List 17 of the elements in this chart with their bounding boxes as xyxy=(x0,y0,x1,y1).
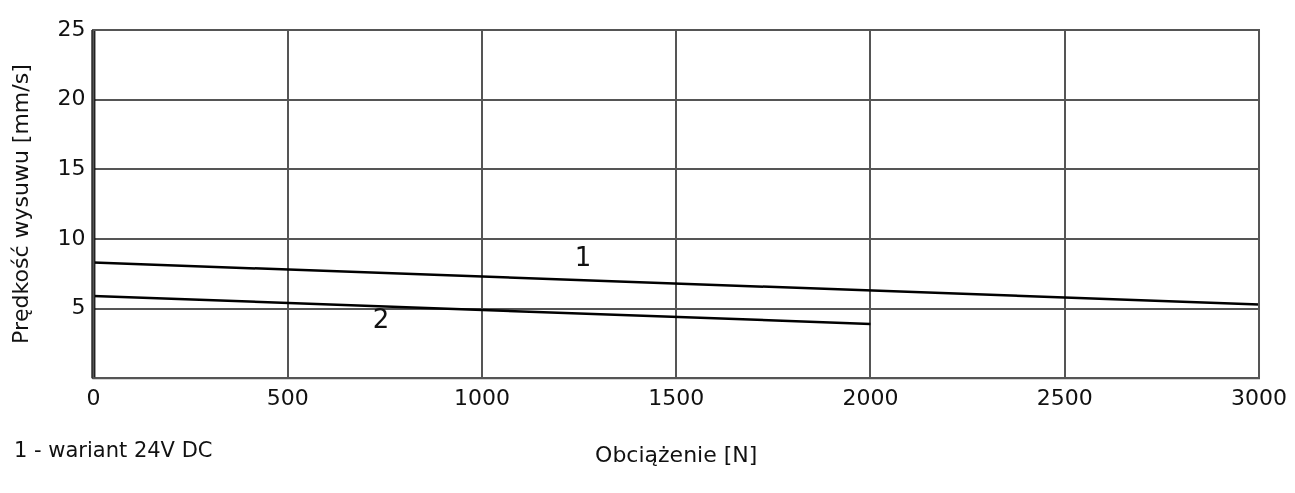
x-tick-label: 0 xyxy=(86,385,101,411)
x-tick-label: 1500 xyxy=(648,385,705,411)
x-tick-label: 500 xyxy=(266,385,309,411)
x-tick-label: 2500 xyxy=(1036,385,1093,411)
y-tick-label: 10 xyxy=(57,224,86,250)
series-label: 2 xyxy=(372,304,390,335)
y-tick-label: 15 xyxy=(57,155,86,180)
text: 1 - wariant 24V DC xyxy=(14,438,213,462)
x-tick-label: 1000 xyxy=(453,385,510,411)
x-tick-label: 2000 xyxy=(842,385,899,411)
y-tick-label: 5 xyxy=(71,294,86,320)
x-axis-title: Obciążenie [N] xyxy=(595,441,758,467)
y-axis-title: Prędkość wysuwu [mm/s] xyxy=(7,64,33,344)
series-label: 1 xyxy=(574,242,592,273)
y-tick-label: 25 xyxy=(57,15,86,41)
y-tick-label: 20 xyxy=(57,85,86,111)
x-tick-label: 3000 xyxy=(1231,385,1288,411)
